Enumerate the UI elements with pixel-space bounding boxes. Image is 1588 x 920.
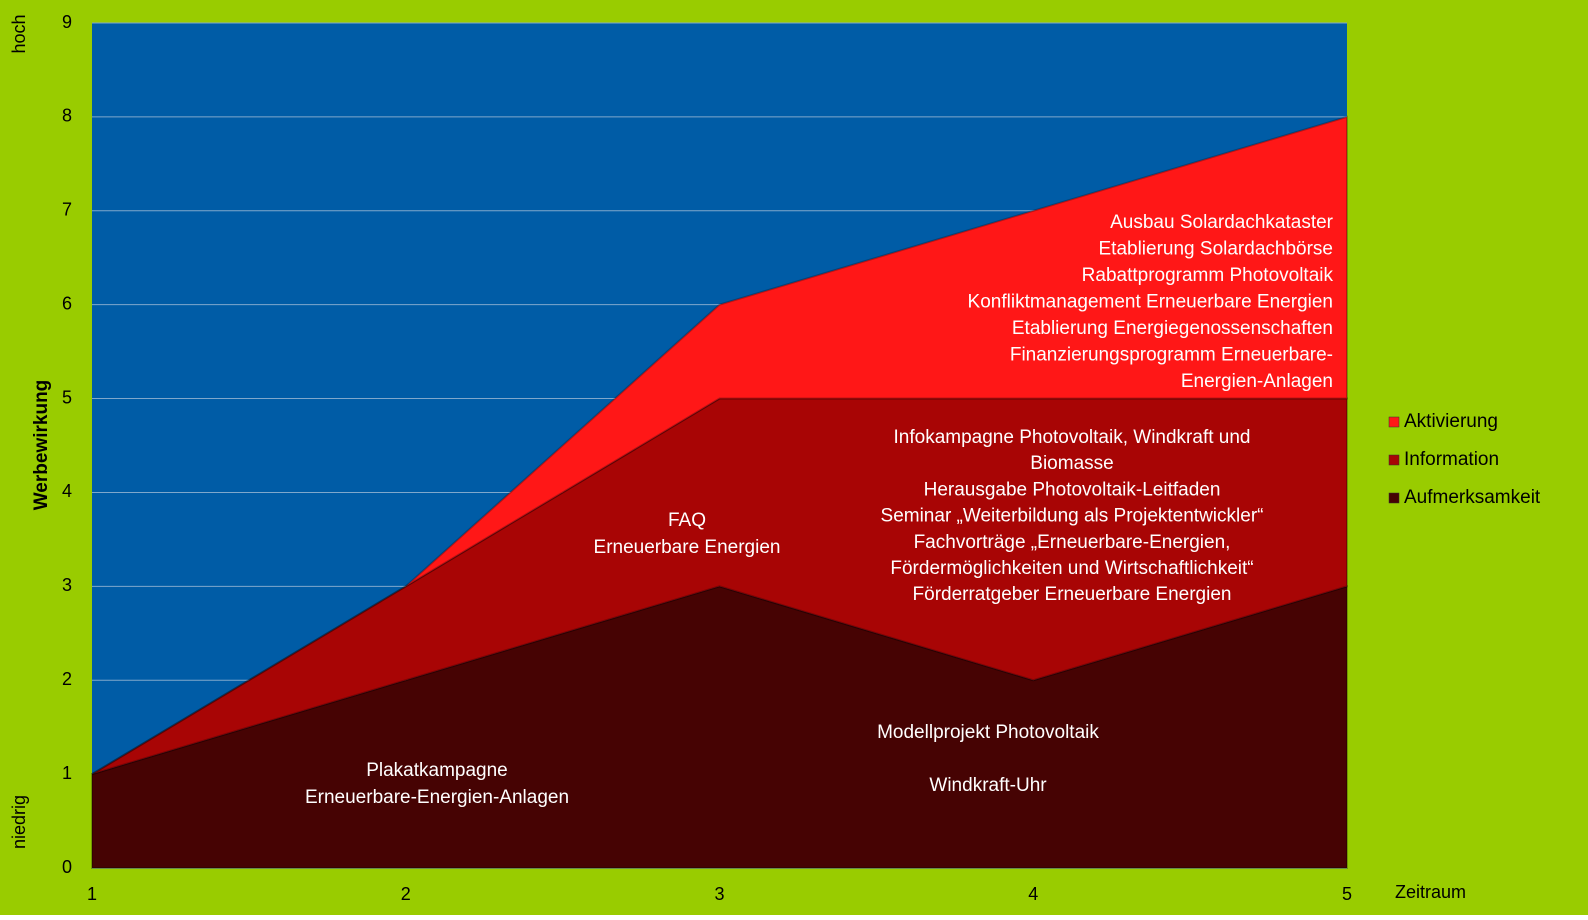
annotation: Infokampagne Photovoltaik, Windkraft und: [894, 427, 1251, 448]
y-tick-label: 5: [62, 387, 72, 407]
annotation: Erneuerbare-Energien-Anlagen: [305, 787, 569, 808]
x-tick-label: 1: [87, 884, 97, 904]
y-axis-label: Werbewirkung: [31, 380, 52, 511]
annotation: Herausgabe Photovoltaik-Leitfaden: [924, 479, 1221, 500]
y-tick-label: 3: [62, 575, 72, 595]
area: [91, 397, 1348, 776]
annotation: Biomasse: [1030, 453, 1113, 474]
annotation: Plakatkampagne: [366, 760, 508, 781]
annotation: FAQ: [668, 510, 706, 531]
annotation: Erneuerbare Energien: [594, 537, 781, 558]
y-tick-label: 4: [62, 481, 72, 501]
x-tick-label: 4: [1028, 884, 1038, 904]
annotation: Windkraft-Uhr: [929, 775, 1047, 796]
legend-label: Aktivierung: [1404, 411, 1498, 432]
annotation: Fachvorträge „Erneuerbare-Energien,: [914, 532, 1231, 553]
annotation: Förderratgeber Erneuerbare Energien: [913, 584, 1232, 605]
legend-swatch: [1388, 416, 1400, 428]
y-tick-label: 7: [62, 200, 72, 220]
legend-label: Aufmerksamkeit: [1404, 487, 1541, 508]
y-low-label: niedrig: [9, 795, 29, 849]
legend-label: Information: [1404, 449, 1499, 470]
legend-swatch: [1388, 492, 1400, 504]
annotation: Energien-Anlagen: [1181, 371, 1333, 392]
area: [91, 115, 1348, 775]
annotation: Etablierung Energiegenossenschaften: [1012, 318, 1333, 339]
y-high-label: hoch: [9, 14, 29, 53]
annotation: Fördermöglichkeiten und Wirtschaftlichke…: [890, 558, 1253, 579]
x-axis-label: Zeitraum: [1395, 882, 1466, 902]
annotation: Finanzierungsprogramm Erneuerbare-: [1010, 345, 1333, 366]
legend-swatch: [1388, 454, 1400, 466]
annotation: Konfliktmanagement Erneuerbare Energien: [968, 292, 1333, 313]
annotation: Seminar „Weiterbildung als Projektentwic…: [881, 506, 1264, 527]
x-tick-label: 2: [401, 884, 411, 904]
annotation: Ausbau Solardachkataster: [1110, 212, 1334, 233]
annotation: Rabattprogramm Photovoltaik: [1082, 265, 1334, 286]
y-tick-label: 1: [62, 763, 72, 783]
annotation: Modellprojekt Photovoltaik: [877, 722, 1099, 743]
annotation: Etablierung Solardachbörse: [1099, 239, 1334, 260]
y-tick-label: 6: [62, 293, 72, 313]
y-tick-label: 8: [62, 106, 72, 126]
x-tick-label: 3: [714, 884, 724, 904]
y-tick-label: 9: [62, 12, 72, 32]
y-tick-label: 0: [62, 857, 72, 877]
x-tick-label: 5: [1342, 884, 1352, 904]
y-tick-label: 2: [62, 669, 72, 689]
